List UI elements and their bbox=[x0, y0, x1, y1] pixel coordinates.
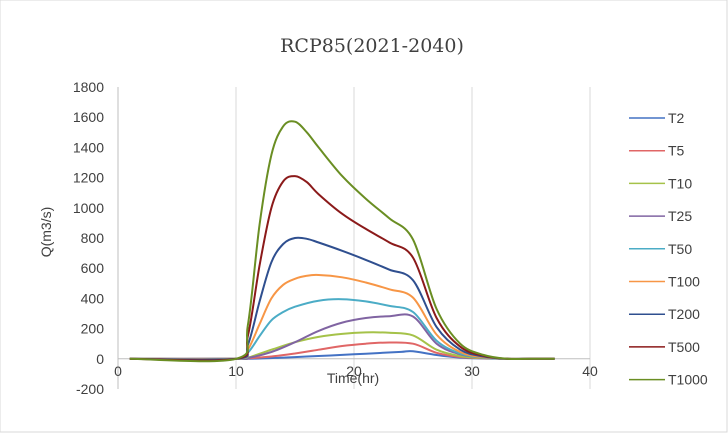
x-tick-label: 20 bbox=[346, 363, 362, 379]
x-tick-label: 10 bbox=[228, 363, 244, 379]
y-tick-label: 800 bbox=[81, 230, 105, 246]
x-axis-label: Time(hr) bbox=[327, 370, 379, 386]
y-tick-label: 0 bbox=[96, 351, 104, 367]
legend-label-t200: T200 bbox=[668, 306, 700, 322]
legend-label-t100: T100 bbox=[668, 274, 700, 290]
y-tick-label: 1000 bbox=[73, 200, 104, 216]
tick-labels: -200 0 200 400 600 800 1000 1200 1400 1600 1800 0 10… bbox=[73, 79, 598, 397]
y-tick-label: 600 bbox=[81, 260, 105, 276]
y-tick-label: 1600 bbox=[73, 109, 104, 125]
legend-label-t5: T5 bbox=[668, 143, 685, 159]
y-tick-label: 1400 bbox=[73, 139, 104, 155]
series-line-t1000 bbox=[129, 120, 555, 363]
legend-label-t50: T50 bbox=[668, 241, 692, 257]
y-tick-label: 1200 bbox=[73, 170, 104, 186]
x-tick-label: 30 bbox=[464, 363, 480, 379]
y-tick-label: 200 bbox=[81, 321, 105, 337]
chart-title: RCP85(2021-2040) bbox=[280, 35, 464, 57]
legend-label-t2: T2 bbox=[668, 110, 685, 126]
legend-label-t500: T500 bbox=[668, 339, 700, 355]
legend-label-t25: T25 bbox=[668, 208, 692, 224]
legend-label-t10: T10 bbox=[668, 175, 692, 191]
series-lines bbox=[129, 120, 555, 363]
y-tick-label: -200 bbox=[76, 381, 104, 397]
legend-label-t1000: T1000 bbox=[668, 372, 708, 388]
y-tick-label: 400 bbox=[81, 290, 105, 306]
gridlines bbox=[235, 87, 591, 389]
x-tick-label: 40 bbox=[582, 363, 598, 379]
legend: T2 T5 T10 T25 T50 T100 T200 T500 T1000 bbox=[629, 110, 708, 388]
x-tick-label: 0 bbox=[114, 363, 122, 379]
y-tick-label: 1800 bbox=[73, 79, 104, 95]
y-axis-label: Q(m3/s) bbox=[38, 207, 54, 258]
